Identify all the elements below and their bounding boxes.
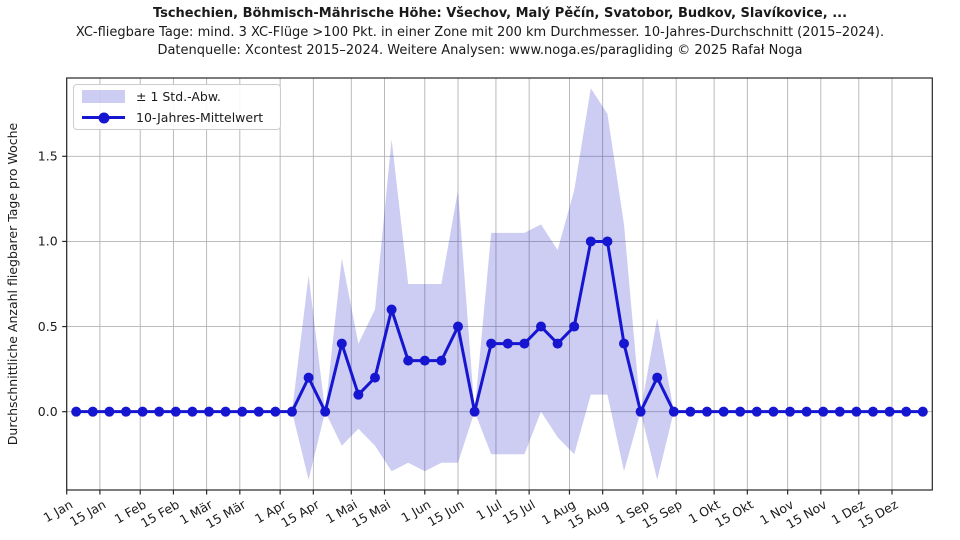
data-point-marker [303, 372, 314, 383]
data-point-marker [768, 406, 779, 417]
data-point-marker [137, 406, 148, 417]
data-point-marker [652, 372, 663, 383]
data-point-marker [220, 406, 231, 417]
data-point-marker [585, 236, 596, 247]
data-point-marker [851, 406, 862, 417]
legend: ± 1 Std.-Abw. 10-Jahres-Mittelwert [73, 84, 281, 130]
data-point-marker [785, 406, 796, 417]
data-point-marker [320, 406, 331, 417]
mean-line-marker-swatch [98, 112, 109, 123]
data-point-marker [170, 406, 181, 417]
data-point-marker [237, 406, 248, 417]
legend-entry-line: 10-Jahres-Mittelwert [82, 110, 280, 126]
chart-title: Tschechien, Böhmisch-Mährische Höhe: Vše… [152, 6, 848, 21]
legend-line-label: 10-Jahres-Mittelwert [136, 110, 264, 125]
data-point-marker [552, 338, 563, 349]
data-point-marker [519, 338, 530, 349]
data-point-marker [253, 406, 264, 417]
y-tick-label: 0.5 [38, 319, 58, 334]
data-point-marker [203, 406, 214, 417]
data-point-marker [569, 321, 580, 332]
data-point-marker [71, 406, 82, 417]
data-point-marker [735, 406, 746, 417]
data-point-marker [818, 406, 829, 417]
y-tick-label: 1.5 [38, 149, 58, 164]
axes-spines [66, 77, 933, 491]
data-point-marker [502, 338, 513, 349]
data-point-marker [702, 406, 713, 417]
data-point-marker [884, 406, 895, 417]
data-point-marker [536, 321, 547, 332]
data-point-marker [452, 321, 463, 332]
y-tick-label: 0.0 [38, 404, 58, 419]
data-point-marker [469, 406, 480, 417]
data-point-marker [286, 406, 297, 417]
data-point-marker [834, 406, 845, 417]
x-tick-label: 1 Jul [474, 497, 505, 523]
x-tick-label: 15 Okt [712, 497, 756, 531]
x-tick-label: 15 Jul [500, 497, 538, 527]
data-point-marker [635, 406, 646, 417]
data-point-marker [419, 355, 430, 366]
mean-line-swatch [82, 112, 125, 123]
mean-line [76, 239, 923, 414]
std-band-area [76, 88, 923, 480]
data-point-marker [619, 338, 630, 349]
data-point-marker [120, 406, 131, 417]
data-point-marker [685, 406, 696, 417]
legend-entry-band: ± 1 Std.-Abw. [82, 89, 280, 105]
data-point-marker [801, 406, 812, 417]
data-point-marker [336, 338, 347, 349]
data-point-marker [154, 406, 165, 417]
data-point-marker [386, 304, 397, 315]
x-tick-label: 15 Mai [349, 497, 393, 531]
y-tick-label: 1.0 [38, 234, 58, 249]
data-point-marker [353, 389, 364, 400]
data-point-marker [87, 406, 98, 417]
data-point-marker [436, 355, 447, 366]
x-tick-label: 15 Feb [138, 497, 182, 531]
std-band-swatch [82, 90, 125, 103]
x-tick-label: 15 Apr [278, 496, 322, 530]
data-point-marker [868, 406, 879, 417]
data-point-marker [718, 406, 729, 417]
x-tick-label: 15 Jun [425, 497, 467, 530]
data-point-marker [403, 355, 414, 366]
data-point-marker [602, 236, 613, 247]
data-point-marker [104, 406, 115, 417]
data-point-marker [917, 406, 928, 417]
data-point-marker [187, 406, 198, 417]
data-point-marker [901, 406, 912, 417]
data-point-marker [486, 338, 497, 349]
data-point-marker [668, 406, 679, 417]
y-axis-label: Durchschnittliche Anzahl fliegbarer Tage… [5, 122, 20, 445]
chart-source: Datenquelle: Xcontest 2015–2024. Weitere… [157, 43, 803, 58]
chart-subtitle: XC-fliegbare Tage: mind. 3 XC-Flüge >100… [75, 25, 885, 40]
data-point-marker [751, 406, 762, 417]
legend-band-label: ± 1 Std.-Abw. [136, 89, 221, 104]
data-point-marker [270, 406, 281, 417]
x-tick-label: 15 Jan [67, 497, 108, 530]
data-point-marker [369, 372, 380, 383]
